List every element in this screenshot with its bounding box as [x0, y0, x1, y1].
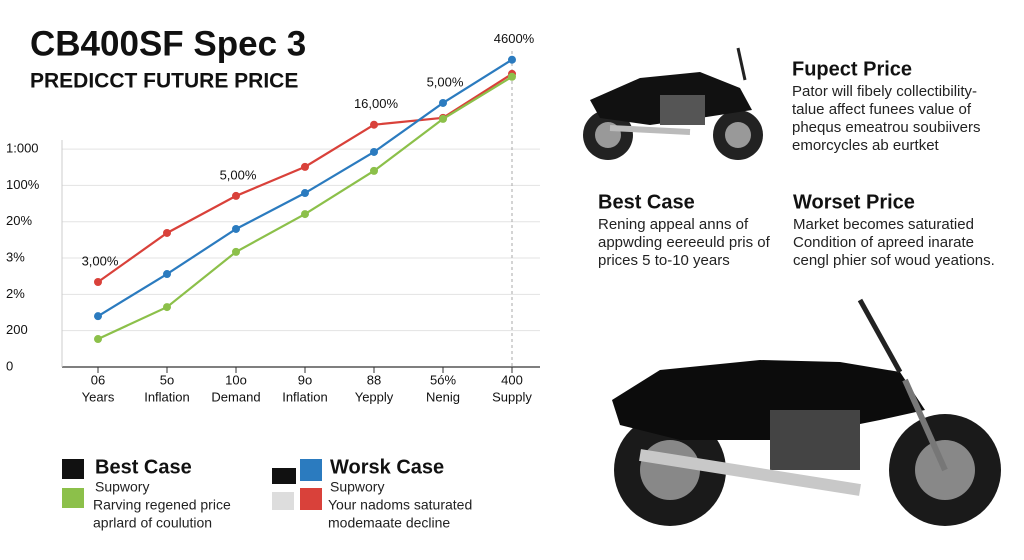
- x-tick-label: 06: [91, 372, 105, 387]
- point: [370, 147, 378, 156]
- panel-text: cengl phier sof woud yeations.: [793, 252, 995, 269]
- legend-title: Worsk Case: [330, 456, 444, 478]
- point: [508, 55, 516, 64]
- motorcycle-large: [612, 298, 1001, 526]
- legend-text: Supwory: [95, 479, 149, 495]
- panel-text: appwding eereeuld pris of: [598, 234, 771, 251]
- swatch: [272, 492, 294, 510]
- panel-text: Market becomes saturatied: [793, 216, 974, 233]
- point: [163, 228, 171, 237]
- panel-text: Rening appeal anns of: [598, 216, 749, 233]
- swatch: [300, 488, 322, 510]
- x-tick-label: Demand: [211, 389, 260, 404]
- point: [508, 72, 516, 81]
- point: [301, 162, 309, 171]
- panel-text: prices 5 to-10 years: [598, 252, 730, 269]
- point: [439, 98, 447, 107]
- legend-text: aprlard of coulution: [93, 515, 212, 531]
- point: [163, 303, 171, 312]
- subtitle: PREDICCT FUTURE PRICE: [30, 70, 298, 93]
- series-line: [97, 58, 513, 318]
- legend-title: Best Case: [95, 456, 192, 478]
- annotation: 5,00%: [427, 74, 464, 89]
- panel-title: Worset Price: [793, 191, 915, 213]
- annotation: 3,00%: [82, 253, 119, 268]
- panel-title: Fupect Price: [792, 58, 912, 80]
- series-line: [97, 72, 513, 283]
- panel-text: Condition of apreed inarate: [793, 234, 974, 251]
- y-tick-label: 3%: [6, 249, 25, 264]
- annotation: 16,00%: [354, 96, 399, 111]
- panel-text: emorcycles ab eurtket: [792, 137, 940, 154]
- x-tick-label: 5o: [160, 372, 174, 387]
- x-tick-label: Nenig: [426, 389, 460, 404]
- legend-text: Your nadoms saturated: [328, 497, 472, 513]
- x-tick-label: 400: [501, 372, 523, 387]
- y-tick-label: 200: [6, 322, 28, 337]
- x-tick-label: 88: [367, 372, 381, 387]
- x-tick-label: Inflation: [144, 389, 190, 404]
- y-tick-label: 1:000: [6, 141, 39, 156]
- point: [301, 210, 309, 219]
- panel-text: phequs emeatrou soubiivers: [792, 119, 980, 136]
- x-tick-label: 9o: [298, 372, 312, 387]
- x-tick-label: Years: [82, 389, 115, 404]
- title: CB400SF Spec 3: [30, 24, 306, 63]
- legend-text: Rarving regened price: [93, 497, 231, 513]
- y-tick-label: 0: [6, 358, 13, 373]
- x-tick-label: Yepply: [355, 389, 394, 404]
- point: [163, 270, 171, 279]
- swatch: [300, 459, 322, 481]
- x-tick-label: Inflation: [282, 389, 328, 404]
- y-tick-label: 100%: [6, 177, 40, 192]
- point: [370, 166, 378, 175]
- annotation: 4600%: [494, 31, 535, 46]
- panel-text: Pator will fibely collectibility-: [792, 83, 977, 100]
- series-line: [97, 75, 513, 341]
- point: [94, 278, 102, 287]
- swatch: [272, 468, 296, 484]
- legend-text: Supwory: [330, 479, 384, 495]
- point: [439, 114, 447, 123]
- point: [232, 224, 240, 233]
- y-tick-label: 20%: [6, 213, 32, 228]
- legend-text: modemaate decline: [328, 515, 450, 531]
- swatch: [62, 459, 84, 479]
- swatch: [62, 488, 84, 508]
- panel-title: Best Case: [598, 191, 695, 213]
- point: [301, 189, 309, 198]
- point: [232, 191, 240, 200]
- x-tick-label: 5ó%: [430, 372, 456, 387]
- x-tick-label: 10o: [225, 372, 247, 387]
- point: [232, 247, 240, 256]
- x-tick-label: Supply: [492, 389, 532, 404]
- point: [370, 120, 378, 129]
- panel-text: talue affect funees value of: [792, 101, 972, 118]
- point: [94, 335, 102, 344]
- y-tick-label: 2%: [6, 286, 25, 301]
- point: [94, 312, 102, 321]
- motorcycle-small: [583, 47, 763, 160]
- annotation: 5,00%: [220, 167, 257, 182]
